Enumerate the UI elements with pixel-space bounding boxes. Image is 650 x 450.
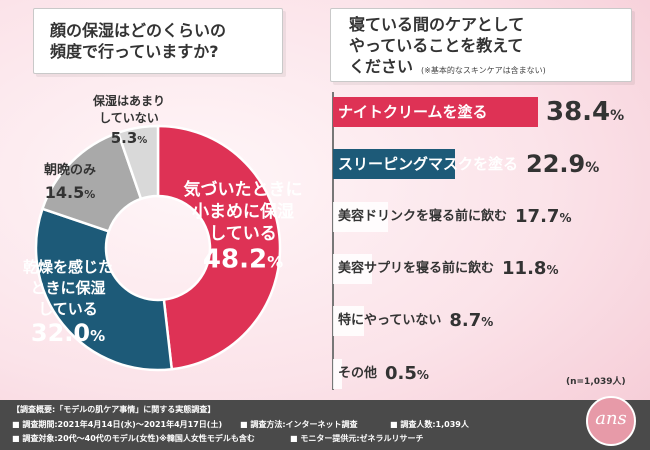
right-question-line1: 寝ている間のケアとして	[349, 15, 525, 34]
pie-slice-2	[40, 131, 143, 233]
bar-label-3: 美容サプリを寝る前に飲む	[338, 261, 495, 276]
pie-label-1-line-2: している	[38, 300, 98, 318]
bar-label-0: ナイトクリームを塗る	[338, 103, 488, 121]
left-question-box: 顔の保湿はどのくらいの 頻度で行っていますか?	[33, 8, 283, 74]
bar-value-2: 17.7%	[515, 206, 572, 227]
right-question-line2: やっていることを教えて	[349, 36, 524, 55]
pie-value-3: 5.3%	[111, 129, 148, 147]
pie-label-0-line-0: 気づいたときに	[183, 179, 303, 200]
pie-value-1: 32.0%	[31, 319, 105, 347]
bar-5	[333, 359, 343, 389]
brand-logo-text: ans	[595, 408, 627, 429]
bar-value-4: 8.7%	[449, 310, 494, 331]
bar-label-5: その他	[338, 366, 378, 381]
footer-provider: ■ モニター提供元:ゼネラルリサーチ	[290, 434, 424, 443]
bar-chart-axis	[332, 92, 334, 390]
bar-value-0: 38.4%	[546, 97, 625, 127]
pie-label-0-line-1: 小まめに保湿	[192, 201, 294, 222]
bar-label-2: 美容ドリンクを寝る前に飲む	[338, 209, 508, 224]
bar-2	[333, 202, 389, 232]
right-question-line3: ください	[349, 57, 414, 76]
right-question-note: (※基本的なスキンケアは含まない)	[421, 66, 546, 75]
footer-method: ■ 調査方法:インターネット調査	[240, 420, 358, 429]
left-question-text: 顔の保湿はどのくらいの 頻度で行っていますか?	[50, 21, 227, 61]
survey-footer: 【調査概要:「モデルの肌ケア事情」に関する実態調査】 ■ 調査期間:2021年4…	[0, 400, 650, 450]
pie-label-1-line-0: 乾燥を感じた	[23, 258, 113, 276]
pie-label-2-line-0: 朝晩のみ	[44, 162, 96, 178]
bar-value-1: 22.9%	[526, 150, 600, 178]
bar-value-3: 11.8%	[502, 258, 559, 279]
pie-label-3-line-0: 保湿はあまり	[92, 93, 165, 108]
bar-value-5: 0.5%	[385, 363, 429, 384]
footer-count: ■ 調査人数:1,039人	[390, 420, 469, 429]
pie-label-1-line-1: ときに保湿	[30, 279, 105, 297]
bar-0	[333, 97, 538, 127]
bar-1	[333, 149, 456, 179]
pie-label-0-line-2: している	[209, 224, 277, 244]
pie-label-3-line-1: していない	[99, 111, 159, 125]
pie-value-0: 48.2%	[203, 245, 283, 275]
bar-label-1: スリーピングマスクを塗る	[338, 155, 519, 173]
footer-heading: 【調査概要:「モデルの肌ケア事情」に関する実態調査】	[12, 405, 216, 414]
bar-label-4: 特にやっていない	[338, 313, 442, 328]
bar-4	[333, 306, 365, 336]
pie-slice-0	[156, 124, 282, 371]
bar-3	[333, 254, 373, 284]
right-question-box: 寝ている間のケアとして やっていることを教えて ください (※基本的なスキンケア…	[330, 8, 632, 82]
pie-chart: 気づいたときに小まめに保湿している48.2%乾燥を感じたときに保湿している32.…	[23, 93, 303, 372]
pie-slice-1	[34, 207, 174, 372]
brand-logo: ans	[586, 396, 636, 446]
sample-size-label: (n=1,039人)	[566, 377, 626, 387]
footer-period: ■ 調査期間:2021年4月14日(水)〜2021年4月17日(土)	[12, 420, 223, 429]
pie-value-2: 14.5%	[45, 183, 96, 202]
footer-target: ■ 調査対象:20代〜40代のモデル(女性)※韓国人女性モデルも含む	[12, 434, 255, 443]
pie-slice-3	[116, 124, 160, 201]
